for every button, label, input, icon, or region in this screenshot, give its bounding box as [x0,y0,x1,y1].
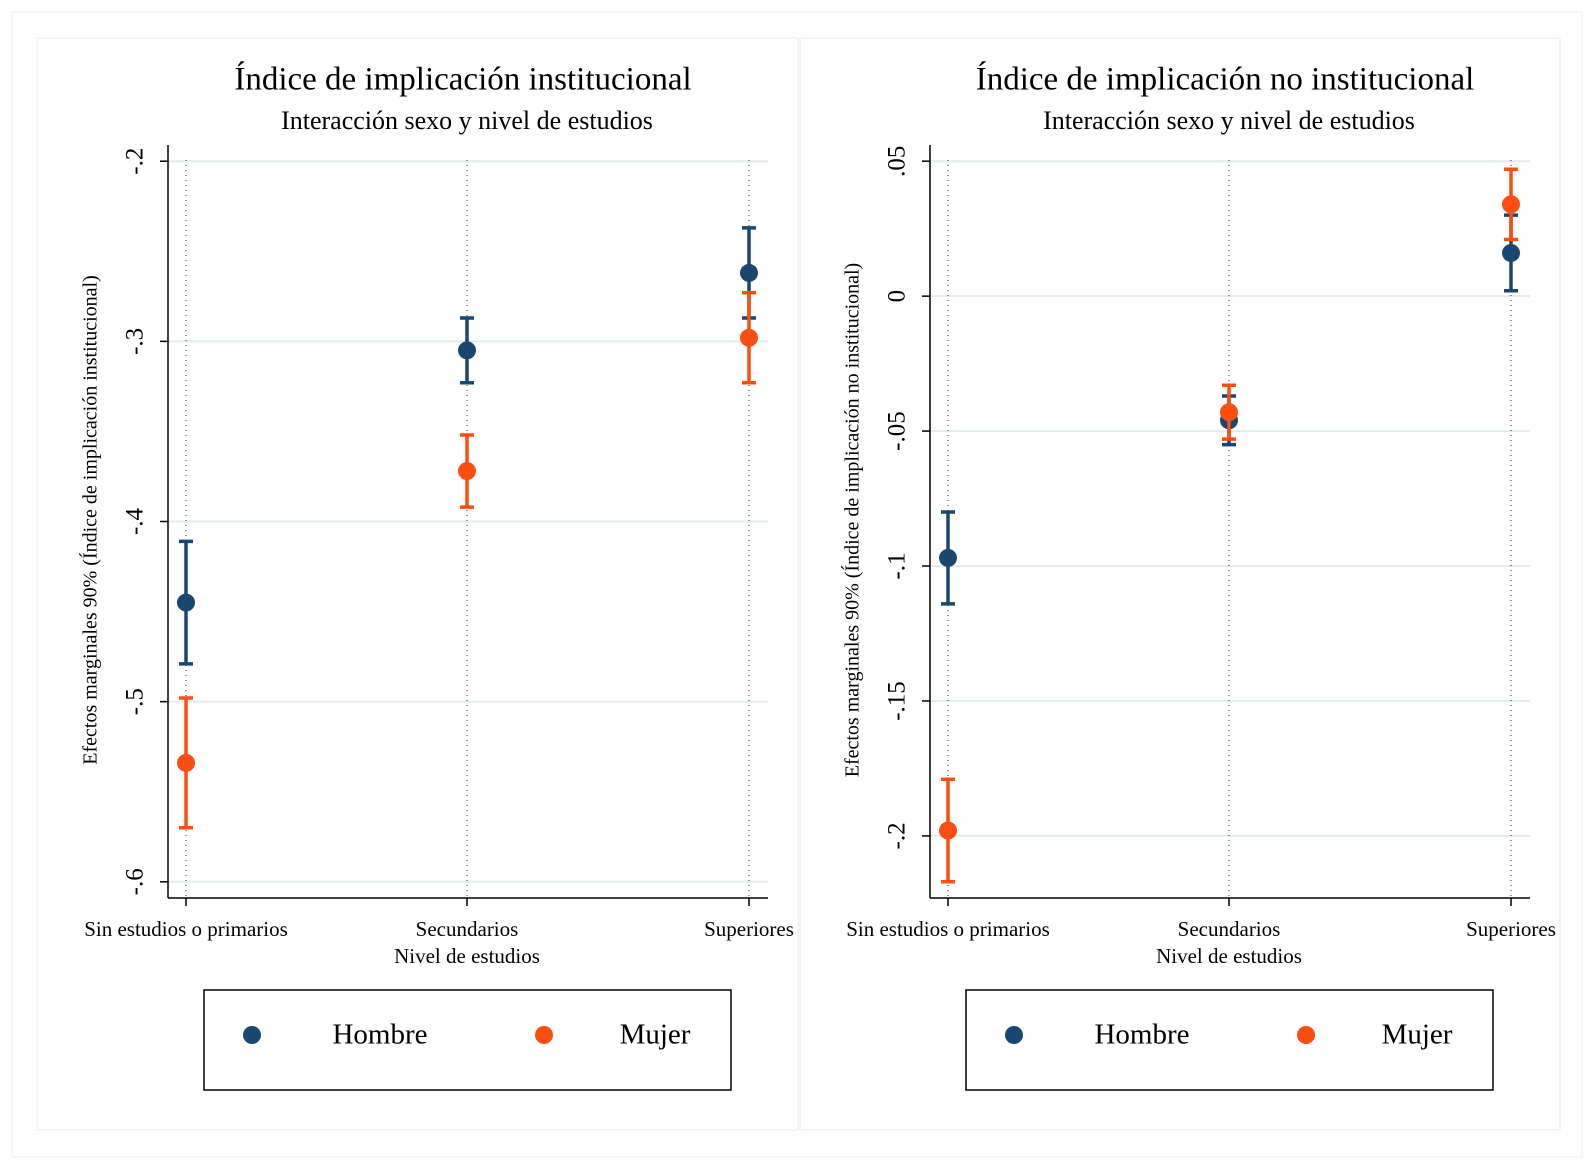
legend-label: Mujer [1382,1019,1453,1051]
y-tick-label: -.15 [884,681,911,721]
y-tick-label: -.2 [122,148,149,175]
point [740,263,758,282]
y-tick-label: 0 [884,290,911,303]
legend-box [203,989,732,1091]
point [458,462,476,481]
y-tick-label: -.05 [884,411,911,451]
point [458,341,476,360]
legend-marker [1297,1026,1315,1044]
chart-subtitle: Interacción sexo y nivel de estudios [281,106,653,135]
chart-title: Índice de implicación institucional [234,61,691,98]
point [177,593,195,612]
legend-marker [243,1026,261,1044]
point [939,821,957,840]
y-tick-label: -.3 [122,328,149,355]
y-tick-label: .05 [884,146,911,177]
point [740,328,758,347]
legend-label: Hombre [332,1019,427,1051]
panel [36,37,799,1131]
y-axis-label: Efectos marginales 90% (Índice de implic… [79,275,102,764]
x-tick-label: Superiores [704,917,794,941]
chart-subtitle: Interacción sexo y nivel de estudios [1043,106,1415,135]
legend-box [965,989,1494,1091]
point [1502,243,1520,262]
point [1502,195,1520,214]
x-tick-label: Secundarios [1178,917,1281,941]
y-tick-label: -.1 [884,552,911,579]
point [177,753,195,772]
legend-marker [535,1026,553,1044]
y-tick-label: -.6 [122,868,149,895]
x-tick-label: Sin estudios o primarios [84,917,288,941]
x-tick-label: Superiores [1466,917,1556,941]
chart-title: Índice de implicación no institucional [976,61,1475,98]
x-tick-label: Secundarios [416,917,519,941]
y-tick-label: -.2 [884,822,911,849]
x-tick-label: Sin estudios o primarios [846,917,1050,941]
point [1220,403,1238,422]
y-tick-label: -.4 [122,507,149,535]
legend-label: Hombre [1094,1019,1189,1051]
x-axis-label: Nivel de estudios [394,944,540,968]
point [939,548,957,567]
y-axis-label: Efectos marginales 90% (Índice de implic… [841,263,864,777]
legend-label: Mujer [620,1019,691,1051]
panel [799,37,1561,1131]
x-axis-label: Nivel de estudios [1156,944,1302,968]
y-tick-label: -.5 [122,688,149,715]
legend-marker [1005,1026,1023,1044]
